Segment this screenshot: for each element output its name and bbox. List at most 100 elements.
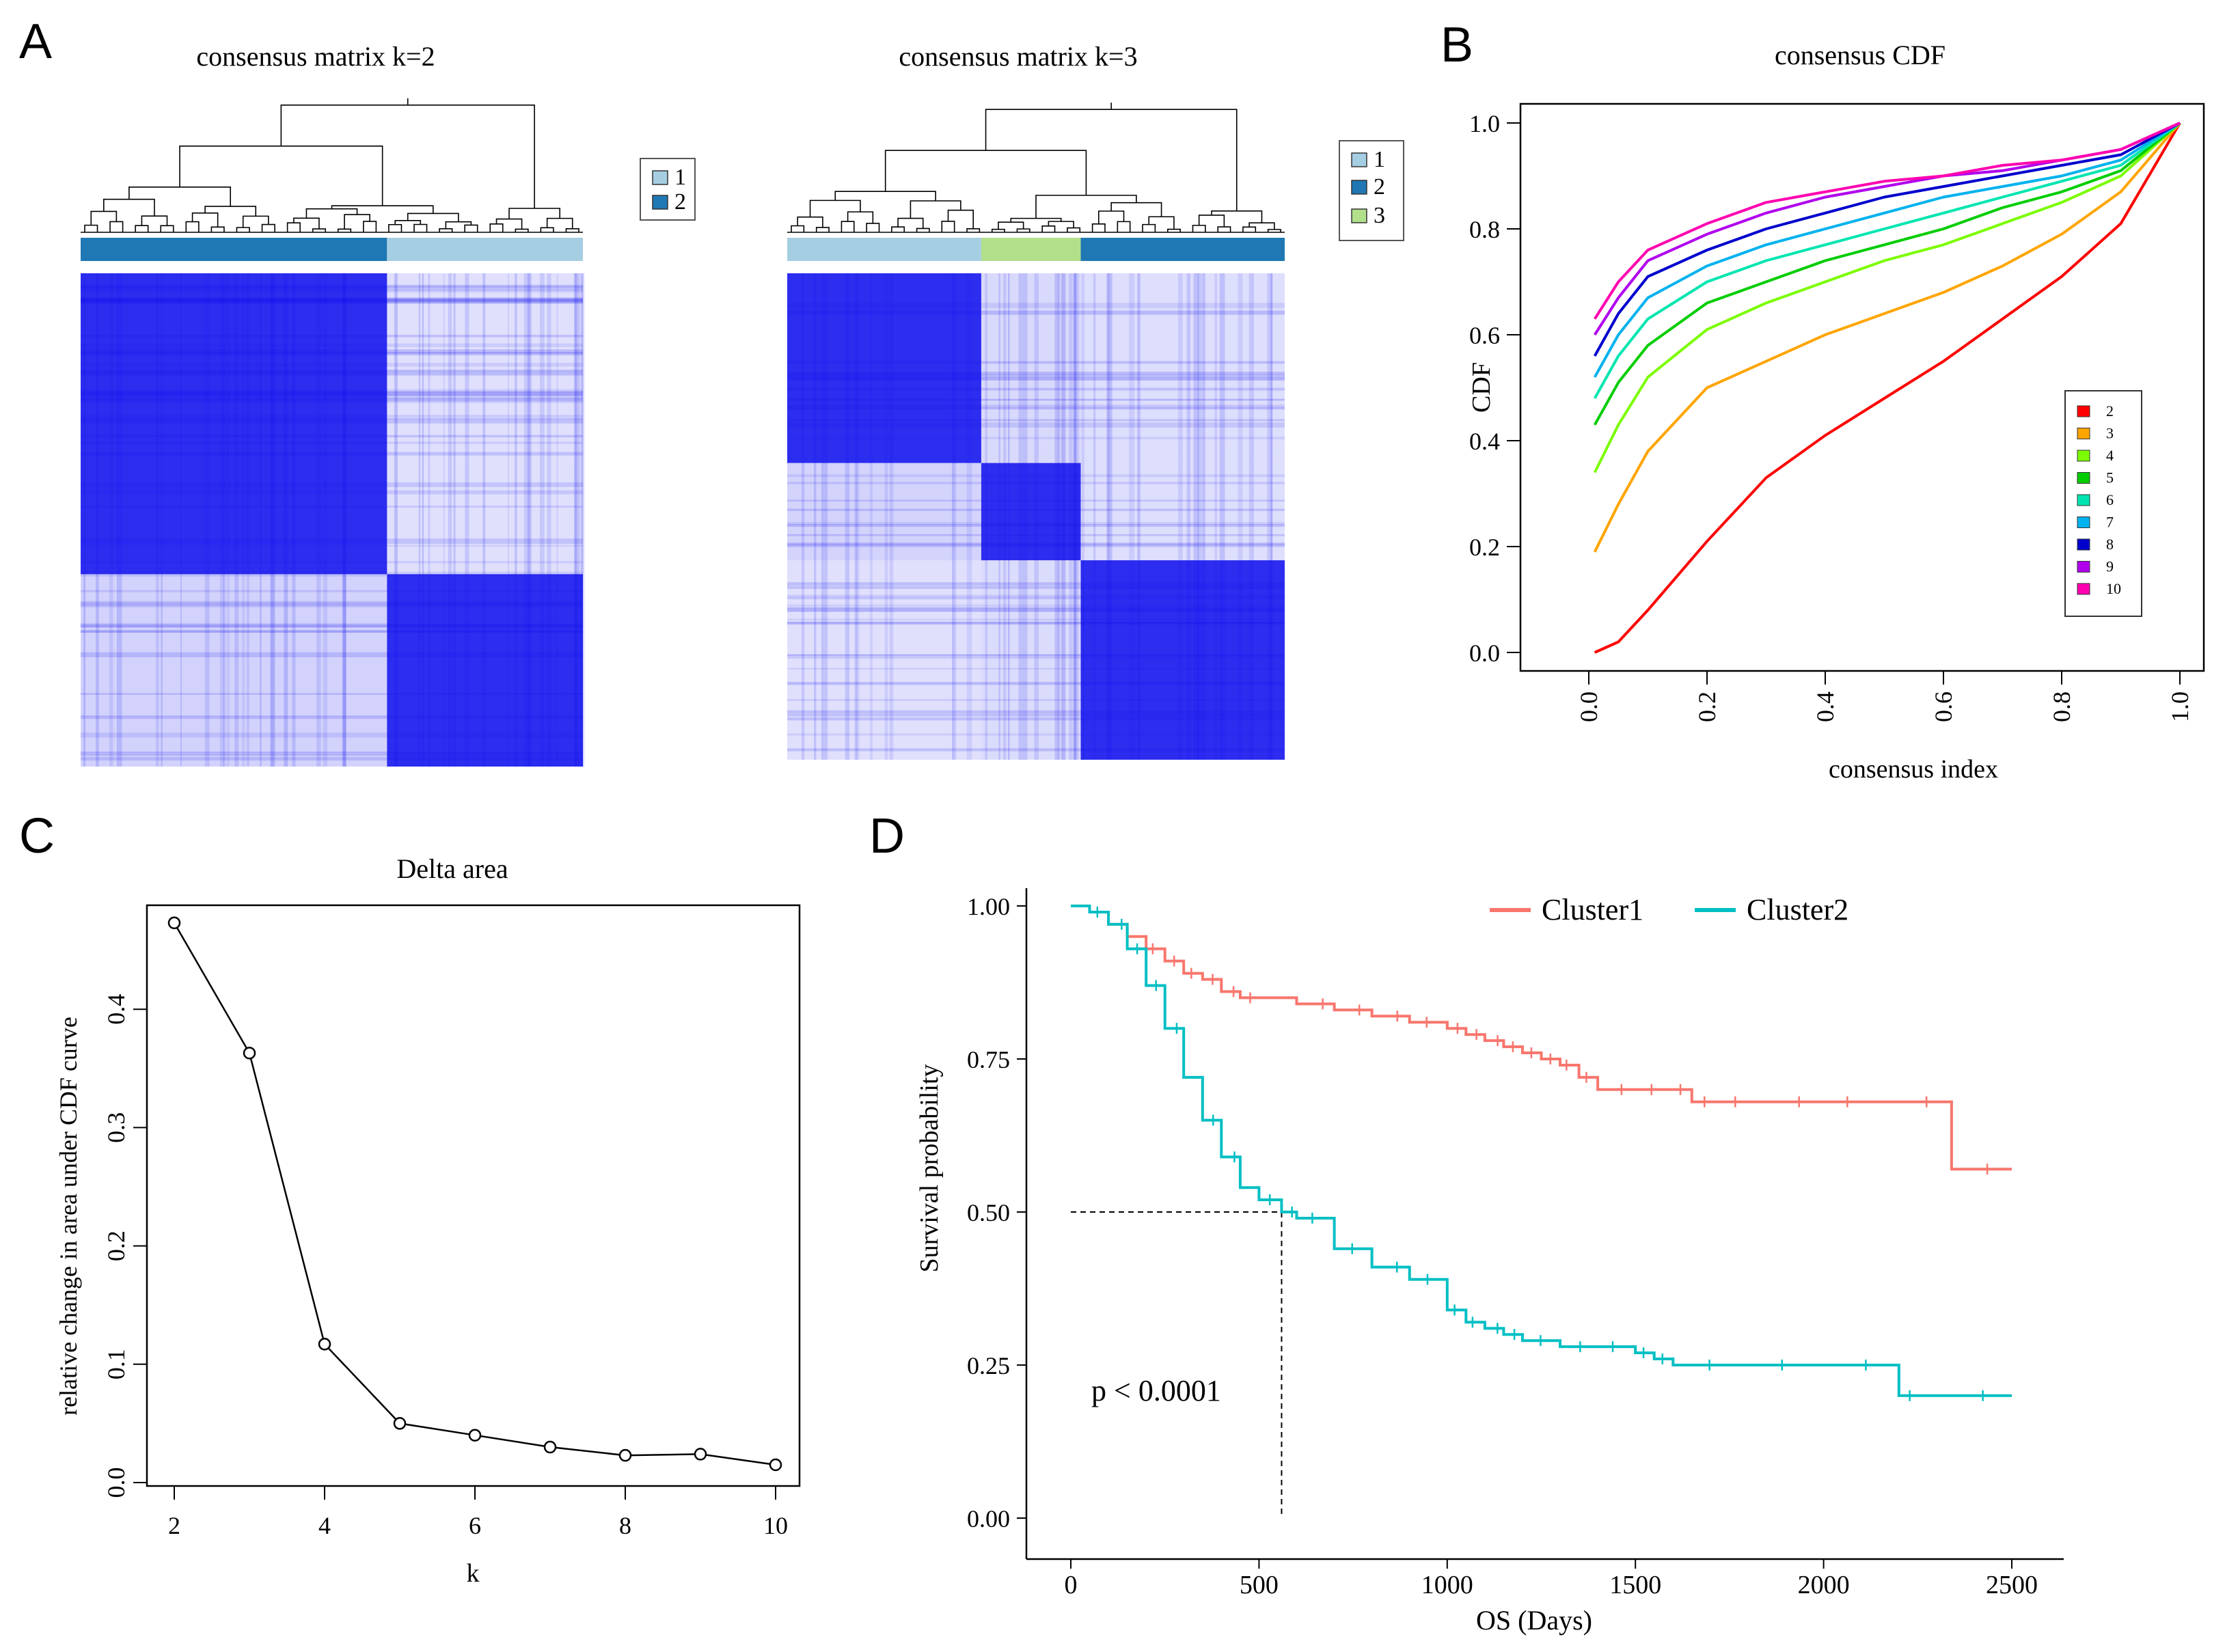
- heatmap-block: [787, 463, 981, 561]
- heatmap-stripe: [443, 273, 445, 767]
- dendrogram-branch: [464, 224, 478, 232]
- heatmap-block: [981, 273, 1081, 463]
- heatmap-stripe: [418, 273, 421, 767]
- heatmap-block: [387, 273, 583, 575]
- heatmap-stripe: [81, 538, 583, 544]
- dendrogram-branch: [1198, 215, 1225, 228]
- heatmap-stripe: [787, 582, 1285, 586]
- km-curve-cluster1: [1071, 905, 2012, 1171]
- delta-area-x-tick-label: 6: [469, 1512, 481, 1539]
- dendrogram-branch: [293, 217, 320, 230]
- heatmap-k3-legend-label-1: 1: [1374, 147, 1385, 172]
- heatmap-stripe: [81, 751, 583, 756]
- heatmap-stripe: [1081, 273, 1084, 760]
- heatmap-stripe: [81, 418, 583, 424]
- heatmap-stripe: [787, 618, 1285, 620]
- heatmap-stripe: [889, 273, 894, 760]
- heatmap-stripe: [998, 273, 1000, 760]
- heatmap-stripe: [573, 273, 579, 767]
- heatmap-stripe: [1069, 273, 1073, 760]
- panel-letter-b: B: [1441, 18, 1473, 72]
- dendrogram-branch: [815, 227, 830, 232]
- heatmap-stripe: [787, 733, 1285, 736]
- cdf-legend-label-k8: 8: [2106, 536, 2114, 553]
- delta-area-point: [543, 1440, 557, 1454]
- heatmap-k2-cluster-bar: [81, 238, 583, 261]
- heatmap-block: [81, 574, 387, 767]
- km-y-tick-label: 0.25: [967, 1352, 1010, 1379]
- heatmap-stripe: [787, 710, 1285, 714]
- panel-c: Delta area 0.0 0.1 0.2 0.3 0.4 2 4 6 8 10 k rela…: [55, 853, 801, 1588]
- heatmap-stripe: [1137, 273, 1141, 760]
- heatmap-stripe: [787, 387, 1285, 391]
- panel-a: consensus matrix k=2 1 2 consensus matri…: [81, 41, 1404, 767]
- heatmap-stripe: [787, 748, 1285, 752]
- heatmap-stripe: [787, 667, 1285, 670]
- heatmap-stripe: [787, 310, 1285, 315]
- panel-letter-d: D: [869, 809, 905, 864]
- heatmap-stripe: [1018, 273, 1022, 760]
- heatmap-stripe: [787, 372, 1285, 376]
- heatmap-stripe: [81, 299, 583, 304]
- dendrogram-branch: [407, 212, 459, 222]
- heatmap-stripe: [1214, 273, 1218, 760]
- dendrogram-branch: [884, 150, 1087, 195]
- heatmap-block: [981, 560, 1081, 760]
- delta-area-point: [243, 1047, 256, 1060]
- heatmap-stripe: [234, 273, 239, 767]
- km-x-tick-label: 0: [1065, 1571, 1078, 1599]
- cdf-line-k4: [1593, 122, 2181, 473]
- heatmap-stripe: [81, 297, 583, 302]
- heatmap-stripe: [1062, 273, 1065, 760]
- cdf-legend-label-k10: 10: [2106, 580, 2121, 597]
- cdf-legend-swatch-k6: [2077, 494, 2090, 506]
- heatmap-stripe: [1197, 273, 1201, 760]
- dendrogram-branch: [331, 205, 434, 214]
- delta-area-point: [393, 1417, 407, 1430]
- cdf-x-tick-label: 0.6: [1930, 691, 1957, 722]
- heatmap-stripe: [81, 284, 583, 288]
- heatmap-stripe: [821, 273, 823, 760]
- heatmap-stripe: [515, 273, 517, 767]
- dendrogram-branch: [128, 187, 231, 207]
- dendrogram-branch: [1110, 202, 1162, 217]
- cdf-legend-label-k2: 2: [2106, 402, 2114, 419]
- heatmap-stripe: [1074, 273, 1080, 760]
- dendrogram-branch: [179, 146, 383, 206]
- heatmap-stripe: [854, 273, 860, 760]
- dendrogram-branch: [1148, 216, 1175, 230]
- dendrogram-branch: [445, 221, 472, 229]
- dendrogram-branch: [866, 223, 880, 232]
- heatmap-stripe: [81, 602, 583, 607]
- dendrogram-branch: [847, 211, 874, 223]
- heatmap-stripe: [526, 273, 530, 767]
- heatmap-k3-matrix: [787, 273, 1285, 760]
- dendrogram-branch: [261, 223, 275, 232]
- heatmap-k3-legend: 1 2 3: [1339, 140, 1404, 241]
- delta-area-point: [769, 1458, 782, 1472]
- cdf-x-tick-label: 0.4: [1812, 691, 1839, 722]
- heatmap-stripe: [1003, 273, 1007, 760]
- heatmap-stripe: [869, 273, 873, 760]
- dendrogram-branch: [916, 228, 930, 232]
- dendrogram-branch: [1041, 225, 1056, 232]
- heatmap-stripe: [1129, 273, 1135, 760]
- dendrogram-branch: [305, 208, 358, 219]
- heatmap-stripe: [787, 713, 1285, 717]
- dendrogram-branch: [841, 221, 855, 232]
- heatmap-stripe: [813, 273, 817, 760]
- heatmap-k2-title: consensus matrix k=2: [196, 41, 435, 72]
- cdf-legend-label-k5: 5: [2106, 469, 2114, 486]
- heatmap-stripe: [1106, 273, 1110, 760]
- cdf-plot-frame: [1519, 102, 2205, 672]
- delta-area-y-tick-label: 0.1: [103, 1349, 130, 1379]
- heatmap-stripe: [523, 273, 528, 767]
- heatmap-stripe: [81, 391, 583, 396]
- cdf-legend-label-k3: 3: [2106, 425, 2114, 442]
- delta-area-point: [618, 1448, 632, 1462]
- panel-letter-c: C: [19, 809, 55, 864]
- delta-area-x-tick-label: 8: [619, 1512, 631, 1539]
- heatmap-stripe: [1248, 273, 1255, 760]
- dendrogram-branch: [891, 226, 905, 232]
- heatmap-stripe: [787, 543, 1285, 546]
